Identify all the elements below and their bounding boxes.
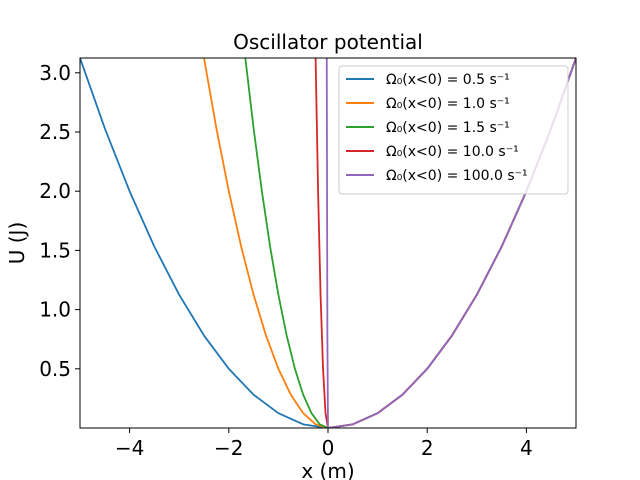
x-tick-label: 0 [322, 436, 335, 460]
y-tick-label: 3.0 [39, 61, 71, 85]
legend-label-1: Ω₀(x<0) = 0.5 s⁻¹ [386, 72, 510, 88]
y-tick-label: 1.0 [39, 298, 71, 322]
x-tick-label: 4 [520, 436, 533, 460]
x-tick-label: −4 [115, 436, 144, 460]
legend-label-5: Ω₀(x<0) = 100.0 s⁻¹ [386, 168, 528, 184]
legend-label-3: Ω₀(x<0) = 1.5 s⁻¹ [386, 120, 510, 136]
x-axis-label: x (m) [301, 459, 354, 480]
chart-title: Oscillator potential [233, 30, 423, 54]
y-tick-label: 2.0 [39, 179, 71, 203]
y-tick-label: 1.5 [39, 238, 71, 262]
y-tick-label: 2.5 [39, 120, 71, 144]
x-tick-label: 2 [421, 436, 434, 460]
legend-box [338, 65, 569, 195]
legend-label-4: Ω₀(x<0) = 10.0 s⁻¹ [386, 144, 519, 160]
y-tick-label: 0.5 [39, 357, 71, 381]
legend: Ω₀(x<0) = 0.5 s⁻¹ Ω₀(x<0) = 1.0 s⁻¹ Ω₀(x<0… [338, 65, 569, 195]
x-tick-label: −2 [214, 436, 243, 460]
axes-layer: −4 −2 0 2 4 0.5 1.0 1.5 2.0 2.5 3.0 [39, 57, 577, 460]
legend-label-2: Ω₀(x<0) = 1.0 s⁻¹ [386, 96, 510, 112]
y-axis-label: U (J) [5, 222, 29, 265]
